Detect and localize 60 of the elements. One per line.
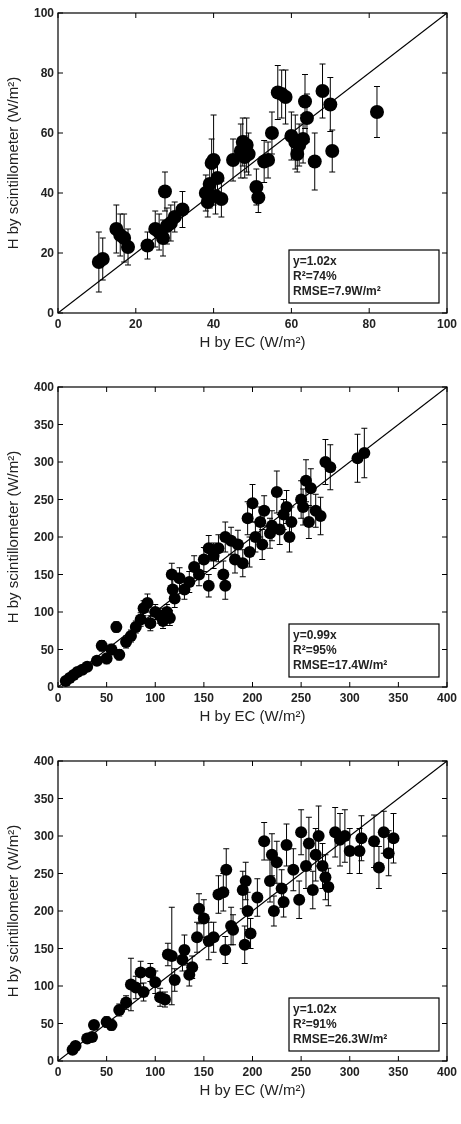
y-tick-label: 100 (33, 6, 55, 20)
y-tick-label: 20 (40, 246, 55, 260)
x-tick-label: 100 (145, 1065, 166, 1079)
y-tick-label: 0 (47, 1054, 55, 1068)
y-tick-label: 0 (47, 306, 55, 320)
x-tick-label: 150 (193, 691, 215, 705)
y-tick-label: 400 (33, 754, 55, 768)
y-tick-label: 250 (33, 866, 55, 881)
annotation: y=1.02x (293, 254, 338, 268)
y-tick-label: 50 (40, 1016, 55, 1031)
x-axis-title: H by EC (W/m²) (199, 333, 306, 350)
x-tick-label: 200 (242, 1065, 263, 1079)
y-tick-label: 50 (40, 642, 55, 657)
y-tick-label: 350 (33, 417, 55, 432)
x-tick-label: 80 (362, 317, 377, 331)
annotation: R²=91% (293, 1017, 338, 1031)
annotation: RMSE=26.3W/m² (293, 1032, 388, 1046)
y-tick-label: 300 (33, 829, 55, 843)
y-tick-label: 0 (47, 680, 55, 694)
annotation: y=1.02x (293, 1002, 338, 1016)
y-tick-label: 200 (33, 530, 55, 544)
x-tick-label: 200 (242, 691, 263, 705)
y-tick-label: 400 (33, 380, 55, 394)
x-tick-label: 40 (206, 317, 221, 331)
y-axis-title: H by scintillometer (W/m²) (4, 76, 21, 250)
annotation: RMSE=17.4W/m² (293, 658, 388, 672)
y-tick-label: 300 (33, 455, 55, 469)
annotation: RMSE=7.9W/m² (293, 284, 381, 298)
y-tick-label: 100 (33, 605, 55, 619)
x-tick-label: 250 (291, 1065, 312, 1079)
y-tick-label: 250 (33, 492, 55, 507)
y-tick-label: 150 (33, 941, 55, 956)
x-tick-label: 100 (145, 691, 166, 705)
y-tick-label: 150 (33, 567, 55, 582)
x-tick-label: 400 (436, 691, 458, 705)
y-tick-label: 200 (33, 904, 55, 918)
y-tick-label: 350 (33, 791, 55, 806)
x-tick-label: 300 (339, 691, 361, 705)
x-tick-label: 150 (193, 1065, 215, 1079)
y-axis-title: H by scintillometer (W/m²) (4, 450, 21, 624)
x-tick-label: 50 (99, 1065, 114, 1079)
y-tick-label: 40 (40, 186, 55, 200)
x-tick-label: 250 (291, 691, 312, 705)
y-tick-label: 60 (40, 126, 55, 140)
y-axis-title: H by scintillometer (W/m²) (4, 824, 21, 998)
x-axis-title: H by EC (W/m²) (199, 707, 306, 724)
x-tick-label: 350 (388, 691, 409, 705)
annotation: R²=74% (293, 269, 338, 283)
x-tick-label: 50 (99, 691, 114, 705)
annotation: y=0.99x (293, 628, 338, 642)
x-tick-label: 60 (284, 317, 299, 331)
annotation: R²=95% (293, 643, 338, 657)
x-tick-label: 300 (339, 1065, 361, 1079)
x-tick-label: 20 (129, 317, 143, 331)
y-tick-label: 100 (33, 979, 55, 993)
y-tick-label: 80 (40, 66, 55, 80)
x-axis-title: H by EC (W/m²) (199, 1081, 306, 1098)
x-tick-label: 100 (436, 317, 458, 331)
x-tick-label: 400 (436, 1065, 458, 1079)
x-tick-label: 350 (388, 1065, 409, 1079)
